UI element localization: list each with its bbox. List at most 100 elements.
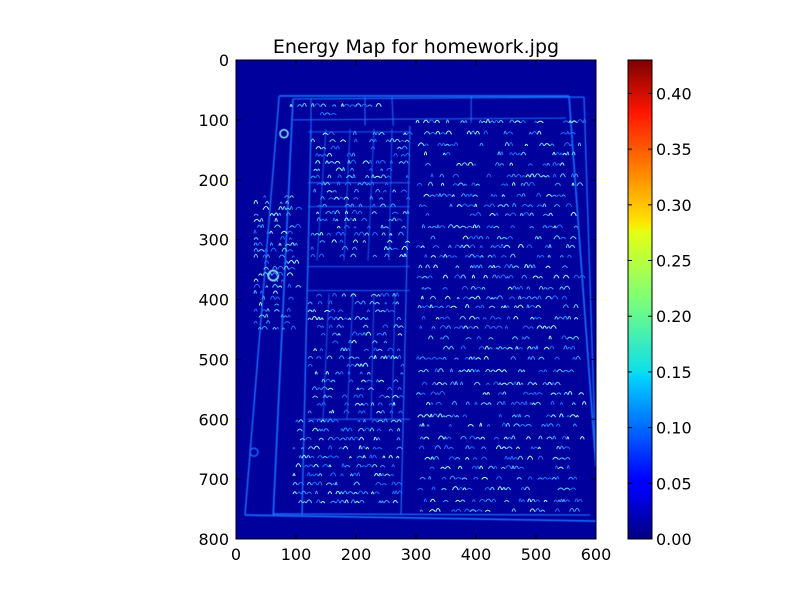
glyph-stroke: [563, 446, 571, 450]
glyph-stroke: [489, 120, 495, 124]
glyph-stroke: [483, 204, 490, 208]
glyph-stroke: [460, 435, 467, 440]
glyph-stroke: [556, 392, 562, 395]
glyph-stroke: [318, 428, 322, 432]
colorbar: 0.00 0.05 0.10 0.15 0.20 0.25 0.30 0.35 0.40: [627, 59, 692, 549]
glyph-stroke: [476, 369, 480, 373]
glyph-stroke: [263, 266, 269, 270]
glyph-stroke: [536, 254, 541, 258]
glyph-stroke: [574, 507, 580, 512]
glyph-stroke: [565, 203, 573, 208]
glyph-stroke: [571, 173, 575, 178]
glyph-stroke: [444, 295, 451, 300]
glyph-stroke: [453, 326, 460, 329]
glyph-stroke: [492, 264, 496, 269]
glyph-stroke: [451, 255, 458, 258]
glyph-stroke: [442, 274, 449, 279]
glyph-stroke: [419, 436, 424, 440]
glyph-stroke: [557, 466, 564, 470]
y-tick-label: 700: [198, 470, 229, 489]
glyph-stroke: [362, 332, 366, 336]
glyph-stroke: [560, 498, 563, 502]
glyph-stroke: [346, 347, 351, 352]
glyph-stroke: [556, 194, 562, 197]
glyph-stroke: [454, 274, 461, 279]
glyph-stroke: [372, 131, 377, 135]
glyph-stroke: [542, 382, 548, 386]
glyph-stroke: [358, 231, 365, 236]
glyph-stroke: [570, 487, 577, 491]
glyph-stroke: [499, 163, 505, 166]
glyph-stroke: [317, 168, 321, 171]
glyph-stroke: [395, 292, 399, 297]
glyph-stroke: [470, 286, 476, 290]
glyph-stroke: [573, 317, 579, 320]
glyph-stroke: [376, 379, 380, 383]
glyph-stroke: [493, 296, 498, 300]
colorbar-tick-label: 0.00: [656, 530, 692, 549]
glyph-stroke: [569, 244, 576, 249]
glyph-stroke: [315, 152, 320, 157]
glyph-stroke: [392, 402, 396, 406]
glyph-stroke: [415, 244, 422, 249]
glyph-stroke: [455, 508, 462, 512]
glyph-stroke: [565, 243, 570, 248]
glyph-stroke: [356, 455, 363, 459]
glyph-stroke: [479, 245, 483, 248]
glyph-stroke: [342, 445, 349, 450]
glyph-stroke: [450, 381, 455, 386]
glyph-stroke: [453, 142, 459, 147]
glyph-stroke: [316, 204, 323, 208]
glyph-stroke: [356, 463, 362, 468]
glyph-stroke: [548, 212, 553, 216]
glyph-stroke: [316, 403, 322, 406]
glyph-stroke: [314, 232, 320, 236]
glyph-stroke: [513, 381, 517, 386]
glyph-stroke: [490, 325, 497, 329]
glyph-stroke: [272, 265, 278, 270]
glyph-stroke: [328, 410, 332, 414]
glyph-stroke: [419, 423, 422, 427]
glyph-stroke: [351, 340, 357, 344]
glyph-stroke: [321, 325, 325, 328]
glyph-stroke: [471, 274, 476, 279]
glyph-stroke: [253, 253, 259, 258]
glyph-stroke: [283, 315, 288, 318]
glyph-stroke: [381, 232, 386, 236]
glyph-stroke: [321, 154, 328, 157]
glyph-stroke: [287, 259, 295, 264]
glyph-stroke: [383, 500, 390, 504]
glyph-stroke: [456, 296, 460, 300]
glyph-stroke: [442, 499, 449, 503]
glyph-stroke: [382, 189, 387, 193]
glyph-stroke: [401, 145, 408, 150]
glyph-stroke: [423, 151, 428, 156]
glyph-stroke: [378, 197, 384, 200]
glyph-stroke: [554, 316, 559, 320]
glyph-stroke: [311, 481, 318, 486]
glyph-stroke: [288, 237, 292, 240]
glyph-stroke: [375, 131, 380, 135]
ring-mark: [279, 128, 289, 139]
glyph-stroke: [351, 209, 358, 215]
glyph-stroke: [330, 472, 337, 477]
glyph-stroke: [371, 211, 377, 215]
glyph-stroke: [375, 188, 381, 193]
glyph-stroke: [501, 487, 506, 491]
glyph-stroke: [419, 356, 426, 360]
glyph-stroke: [284, 321, 291, 324]
glyph-stroke: [295, 284, 302, 288]
glyph-stroke: [507, 286, 513, 290]
glyph-stroke: [554, 182, 562, 186]
glyph-stroke: [310, 474, 315, 477]
glyph-stroke: [388, 309, 395, 313]
glyph-stroke: [486, 296, 491, 300]
glyph-stroke: [534, 120, 538, 124]
glyph-stroke: [520, 296, 527, 300]
glyph-stroke: [272, 283, 279, 288]
glyph-stroke: [356, 387, 360, 391]
glyph-stroke: [508, 296, 516, 300]
glyph-stroke: [311, 103, 315, 107]
glyph-stroke: [559, 152, 563, 156]
glyph-stroke: [373, 354, 377, 359]
